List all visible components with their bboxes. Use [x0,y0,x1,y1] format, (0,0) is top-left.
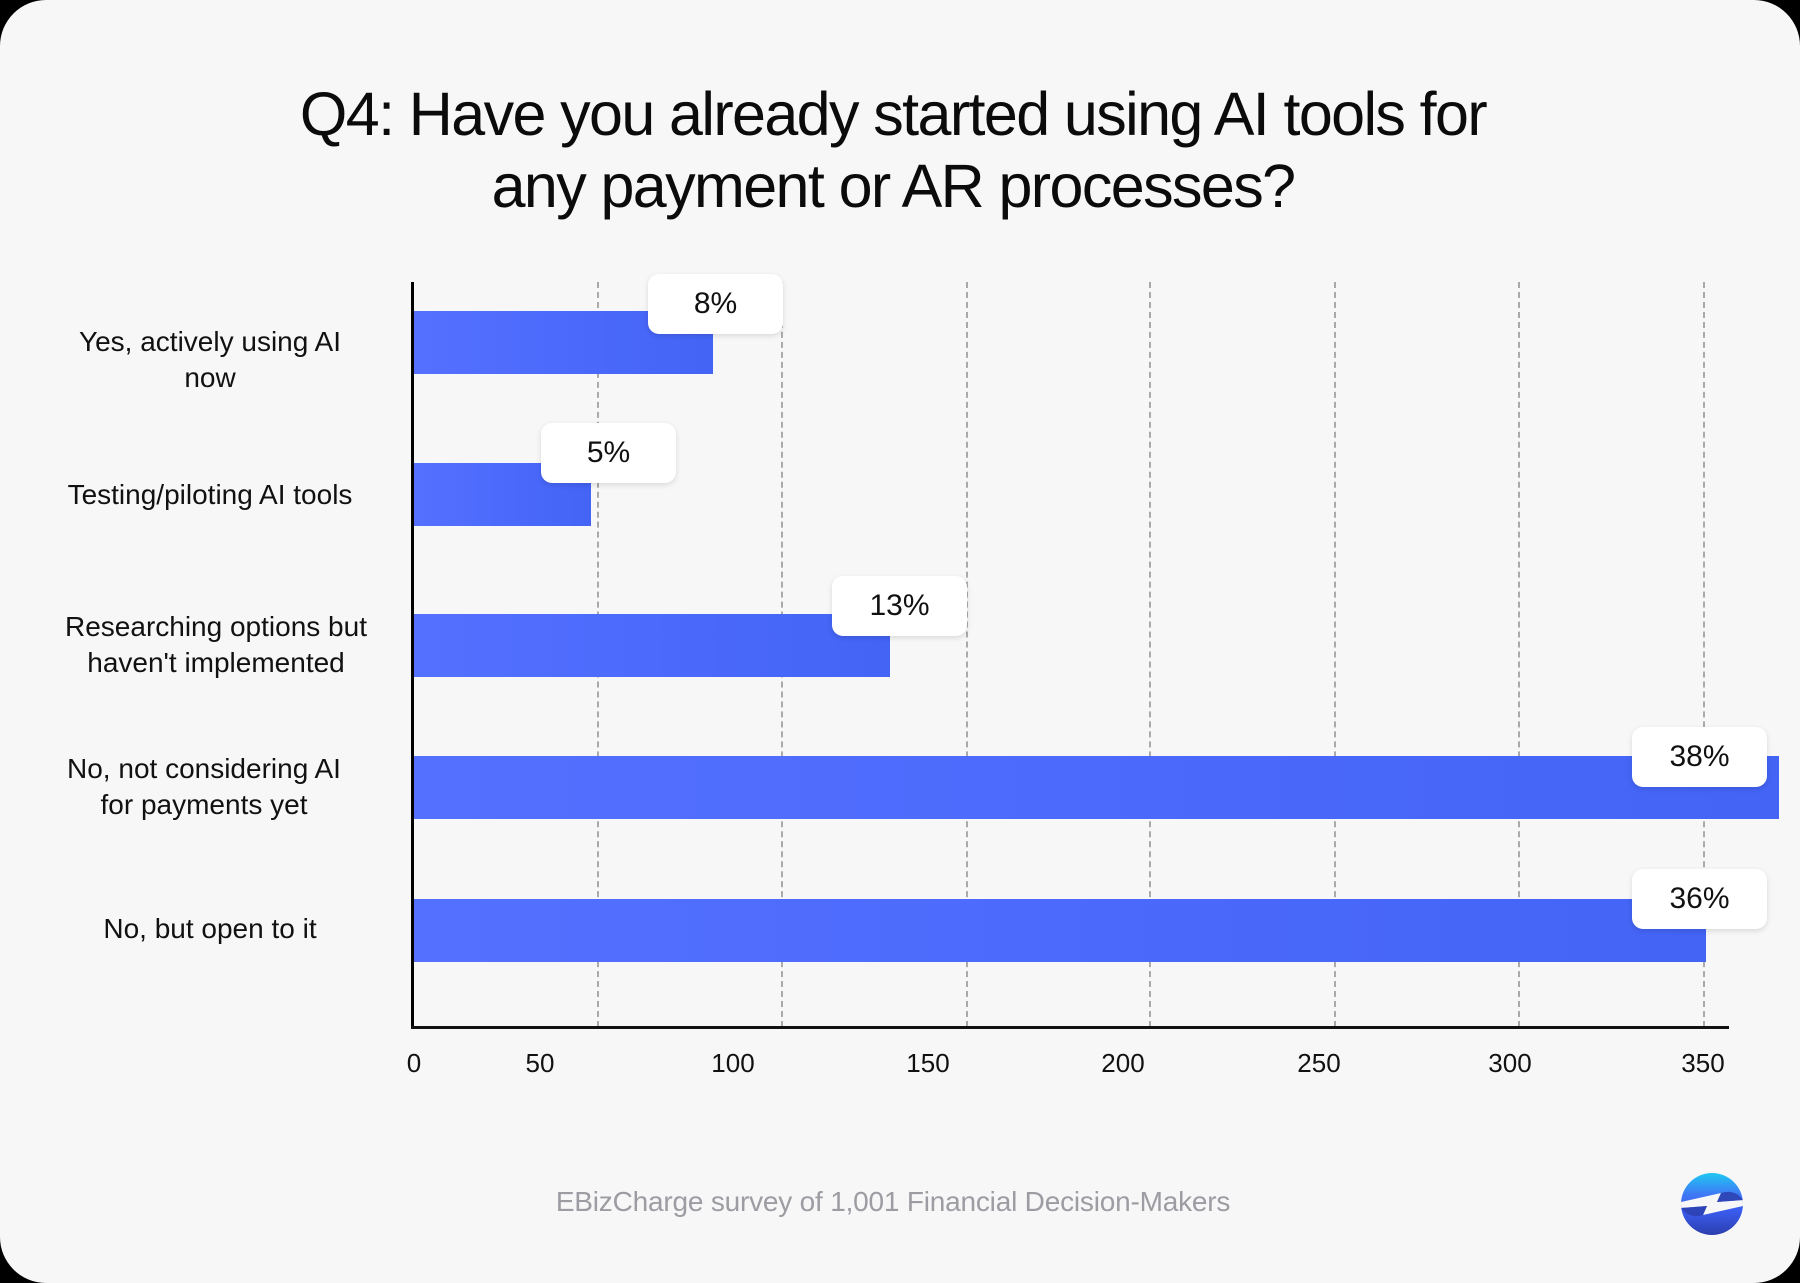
x-tick-50: 50 [525,1048,555,1078]
x-tick-250: 250 [1297,1048,1341,1078]
value-label-yes-actively-using: 8% [648,274,783,334]
y-label-line: Researching options but [65,611,367,642]
y-label-yes-actively-using: Yes, actively using AI now [0,324,420,396]
value-label-researching-options: 13% [832,576,967,636]
x-tick-150: 150 [906,1048,950,1078]
x-tick-300: 300 [1488,1048,1532,1078]
x-tick-200: 200 [1101,1048,1145,1078]
value-label-not-considering: 38% [1632,727,1767,787]
chart-title-line-2: any payment or AR processes? [491,152,1296,220]
gridline-300 [1518,282,1520,1027]
gridline-250 [1334,282,1336,1027]
y-label-open-to-it: No, but open to it [0,911,420,947]
bar-not-considering [414,756,1780,819]
value-label-testing-piloting: 5% [541,423,676,483]
y-axis-line [411,282,414,1029]
ebizcharge-logo-icon [1681,1173,1743,1235]
y-label-line: now [184,362,236,393]
y-label-line: haven't implemented [87,647,345,678]
bar-researching-options [414,614,890,677]
y-label-not-considering: No, not considering AI for payments yet [0,751,414,823]
y-label-line: No, but open to it [103,913,317,944]
bar-open-to-it [414,899,1706,962]
gridline-200 [1149,282,1151,1027]
value-label-open-to-it: 36% [1632,869,1767,929]
x-axis-line [411,1026,1729,1029]
chart-title-line-1: Q4: Have you already started using AI to… [299,80,1488,148]
y-label-testing-piloting: Testing/piloting AI tools [0,477,420,513]
y-label-researching-options: Researching options but haven't implemen… [6,609,426,681]
y-label-line: Testing/piloting AI tools [67,479,353,510]
y-label-line: No, not considering AI [67,753,341,784]
chart-title: Q4: Have you already started using AI to… [0,78,1786,222]
x-tick-350: 350 [1681,1048,1725,1078]
gridline-350 [1703,282,1705,1027]
gridline-150 [966,282,968,1027]
y-label-line: Yes, actively using AI [78,326,341,357]
x-tick-100: 100 [711,1048,755,1078]
y-label-line: for payments yet [100,789,308,820]
source-caption: EBizCharge survey of 1,001 Financial Dec… [555,1186,1231,1217]
x-tick-0: 0 [406,1048,422,1078]
